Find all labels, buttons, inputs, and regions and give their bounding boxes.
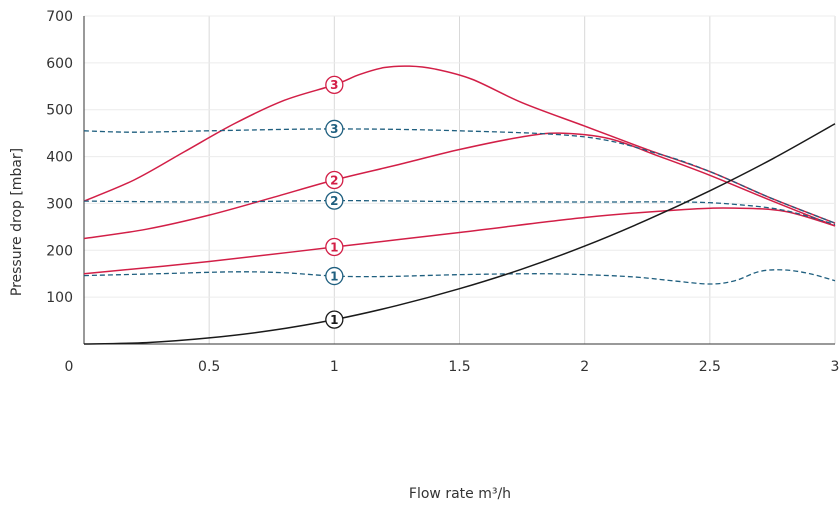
series-line-black-1 xyxy=(83,123,836,345)
marker-label: 2 xyxy=(330,194,338,208)
marker-circle xyxy=(325,310,344,329)
curve-marker-blue-1: 1 xyxy=(325,266,344,286)
marker-label: 1 xyxy=(330,240,338,254)
series-line-red-2 xyxy=(83,132,836,240)
curve-marker-red-1: 1 xyxy=(325,237,344,257)
x-axis-label: Flow rate m³/h xyxy=(409,486,511,502)
curve-marker-black-1: 1 xyxy=(325,310,344,329)
marker-label: 1 xyxy=(330,269,338,283)
y-tick-label: 600 xyxy=(46,56,73,72)
marker-label: 3 xyxy=(330,122,338,136)
marker-label: 1 xyxy=(330,313,338,327)
series-line-red-1 xyxy=(83,207,836,275)
x-tick-label: 1 xyxy=(330,359,339,375)
x-tick-label: 0 xyxy=(65,359,74,375)
y-tick-label: 100 xyxy=(46,290,73,306)
series-line-blue-2 xyxy=(83,199,836,226)
series-line-blue-1 xyxy=(83,269,836,285)
grid xyxy=(83,15,836,345)
marker-circle xyxy=(325,170,344,190)
marker-circle xyxy=(325,119,344,139)
ticks-group: 0 0.5 1 1.5 2 2.5 3 100 200 300 400 500 600 700 xyxy=(46,9,839,375)
markers-group: 1 2 3 1 2 3 1 xyxy=(325,75,344,329)
marker-circle xyxy=(325,75,344,95)
x-tick-label: 0.5 xyxy=(198,359,220,375)
marker-label: 2 xyxy=(330,173,338,187)
marker-circle xyxy=(325,266,344,286)
x-tick-label: 2 xyxy=(580,359,589,375)
curve-marker-red-2: 2 xyxy=(325,170,344,190)
y-tick-label: 300 xyxy=(46,196,73,212)
series-line-red-3 xyxy=(83,65,836,224)
curve-marker-blue-2: 2 xyxy=(325,191,344,210)
x-tick-label: 3 xyxy=(831,359,839,375)
y-axis-label: Pressure drop [mbar] xyxy=(9,148,25,296)
y-tick-label: 400 xyxy=(46,150,73,166)
y-tick-label: 500 xyxy=(46,103,73,119)
series-group xyxy=(83,65,836,345)
y-tick-label: 700 xyxy=(46,9,73,25)
series-line-blue-3 xyxy=(83,128,836,224)
x-tick-label: 1.5 xyxy=(448,359,470,375)
marker-label: 3 xyxy=(330,78,338,92)
marker-circle xyxy=(325,191,344,210)
marker-circle xyxy=(325,237,344,257)
curve-marker-blue-3: 3 xyxy=(325,119,344,139)
curve-marker-red-3: 3 xyxy=(325,75,344,95)
y-tick-label: 200 xyxy=(46,243,73,259)
x-tick-label: 2.5 xyxy=(699,359,721,375)
